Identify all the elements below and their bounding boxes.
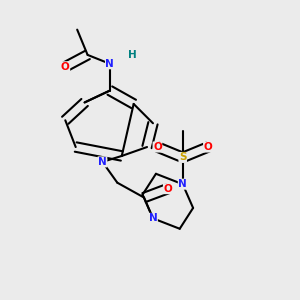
Text: N: N bbox=[178, 179, 187, 189]
Text: H: H bbox=[128, 50, 136, 60]
Text: O: O bbox=[164, 184, 172, 194]
Text: O: O bbox=[204, 142, 212, 152]
Text: N: N bbox=[106, 59, 114, 69]
Text: S: S bbox=[179, 152, 186, 162]
Text: N: N bbox=[98, 157, 107, 167]
Text: O: O bbox=[61, 62, 70, 72]
Text: N: N bbox=[148, 213, 157, 224]
Text: O: O bbox=[153, 142, 162, 152]
